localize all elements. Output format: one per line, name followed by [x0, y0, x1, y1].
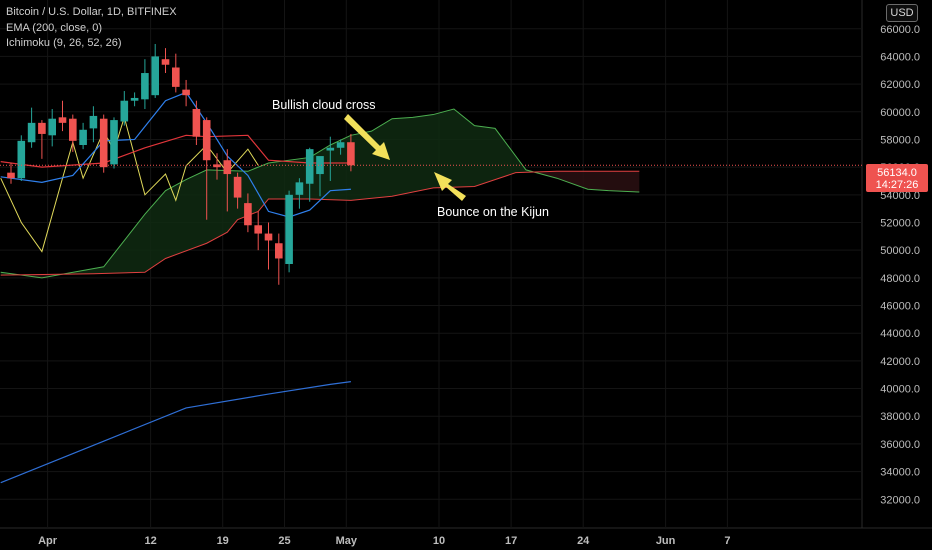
- ema-200-line: [0, 381, 351, 484]
- bar-countdown: 14:27:26: [876, 179, 919, 191]
- candle[interactable]: [141, 59, 149, 110]
- candle[interactable]: [79, 122, 87, 150]
- annotation-bullish-cloud-cross: Bullish cloud cross: [272, 98, 376, 112]
- candle[interactable]: [285, 190, 293, 273]
- ichimoku-legend[interactable]: Ichimoku (9, 26, 52, 26): [6, 37, 122, 49]
- candle[interactable]: [69, 114, 77, 152]
- y-tick-label: 42000.0: [880, 356, 920, 368]
- candle[interactable]: [213, 153, 221, 180]
- candle[interactable]: [130, 92, 139, 107]
- ema-legend[interactable]: EMA (200, close, 0): [6, 21, 102, 34]
- symbol-title[interactable]: Bitcoin / U.S. Dollar, 1D, BITFINEX: [6, 6, 177, 18]
- candle[interactable]: [161, 48, 170, 74]
- candle[interactable]: [7, 162, 15, 184]
- x-tick-label: Apr: [38, 535, 58, 547]
- x-tick-label: 24: [577, 535, 590, 547]
- y-tick-label: 62000.0: [880, 79, 920, 91]
- candle[interactable]: [17, 135, 26, 181]
- candle[interactable]: [347, 133, 355, 172]
- y-tick-label: 48000.0: [880, 273, 920, 285]
- y-tick-label: 36000.0: [880, 439, 920, 451]
- candle[interactable]: [275, 233, 283, 285]
- candle[interactable]: [27, 107, 36, 148]
- x-tick-label: 12: [144, 535, 156, 547]
- y-tick-label: 34000.0: [880, 467, 920, 479]
- currency-button[interactable]: USD: [886, 4, 918, 22]
- arrow-icon: [434, 172, 466, 201]
- y-tick-label: 58000.0: [880, 134, 920, 146]
- last-price-value: 56134.0: [877, 167, 917, 179]
- x-tick-label: 7: [724, 535, 730, 547]
- candle[interactable]: [120, 91, 129, 126]
- candle[interactable]: [223, 149, 232, 212]
- candle[interactable]: [151, 43, 159, 98]
- candle[interactable]: [172, 53, 180, 93]
- y-tick-label: 64000.0: [880, 51, 920, 63]
- y-tick-label: 32000.0: [880, 494, 920, 506]
- y-tick-label: 44000.0: [880, 328, 920, 340]
- annotation-bounce-kijun: Bounce on the Kijun: [437, 205, 549, 219]
- annotations: Bullish cloud cross Bounce on the Kijun: [272, 98, 549, 219]
- candle[interactable]: [202, 117, 211, 220]
- candle[interactable]: [316, 156, 324, 197]
- candlesticks[interactable]: [7, 43, 355, 285]
- y-tick-label: 54000.0: [880, 190, 920, 202]
- y-tick-label: 40000.0: [880, 384, 920, 396]
- candle[interactable]: [326, 136, 335, 181]
- x-tick-label: 25: [278, 535, 290, 547]
- candle[interactable]: [58, 100, 67, 132]
- y-tick-label: 66000.0: [880, 24, 920, 36]
- y-tick-label: 52000.0: [880, 217, 920, 229]
- y-tick-label: 38000.0: [880, 411, 920, 423]
- candle[interactable]: [264, 222, 273, 270]
- candle[interactable]: [244, 193, 252, 233]
- candle[interactable]: [110, 117, 118, 169]
- x-tick-label: May: [336, 535, 358, 547]
- candle[interactable]: [99, 114, 108, 173]
- candle[interactable]: [336, 139, 345, 155]
- candle[interactable]: [305, 147, 314, 202]
- arrow-icon: [344, 114, 390, 160]
- x-tick-label: 10: [433, 535, 445, 547]
- time-axis[interactable]: Apr 12 19 25 May 10 17 24 Jun 7: [38, 535, 730, 547]
- cloud-bear: [536, 171, 640, 193]
- last-price-tag: 56134.0 14:27:26: [866, 164, 928, 192]
- candle[interactable]: [254, 211, 262, 251]
- candle[interactable]: [233, 172, 242, 209]
- candle[interactable]: [38, 120, 46, 159]
- price-axis[interactable]: 32000.0 34000.0 36000.0 38000.0 40000.0 42000…: [880, 24, 920, 506]
- x-tick-label: 17: [505, 535, 517, 547]
- chart-legend: Bitcoin / U.S. Dollar, 1D, BITFINEX EMA …: [6, 5, 177, 52]
- candle[interactable]: [192, 100, 201, 145]
- candle[interactable]: [89, 106, 98, 143]
- y-tick-label: 46000.0: [880, 301, 920, 313]
- y-tick-label: 50000.0: [880, 245, 920, 257]
- candle[interactable]: [295, 178, 304, 209]
- candle[interactable]: [182, 79, 190, 107]
- x-tick-label: 19: [217, 535, 229, 547]
- y-tick-label: 60000.0: [880, 107, 920, 119]
- x-tick-label: Jun: [656, 535, 676, 547]
- candle[interactable]: [48, 109, 56, 147]
